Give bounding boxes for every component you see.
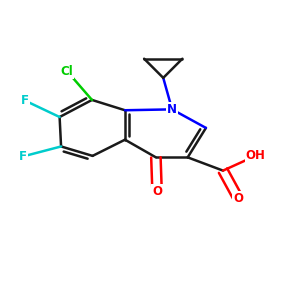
Text: F: F bbox=[21, 94, 29, 107]
Text: F: F bbox=[19, 150, 27, 163]
Text: N: N bbox=[167, 103, 177, 116]
Text: Cl: Cl bbox=[61, 64, 73, 78]
Text: O: O bbox=[152, 185, 162, 198]
Text: O: O bbox=[233, 192, 243, 205]
Text: OH: OH bbox=[245, 149, 265, 162]
